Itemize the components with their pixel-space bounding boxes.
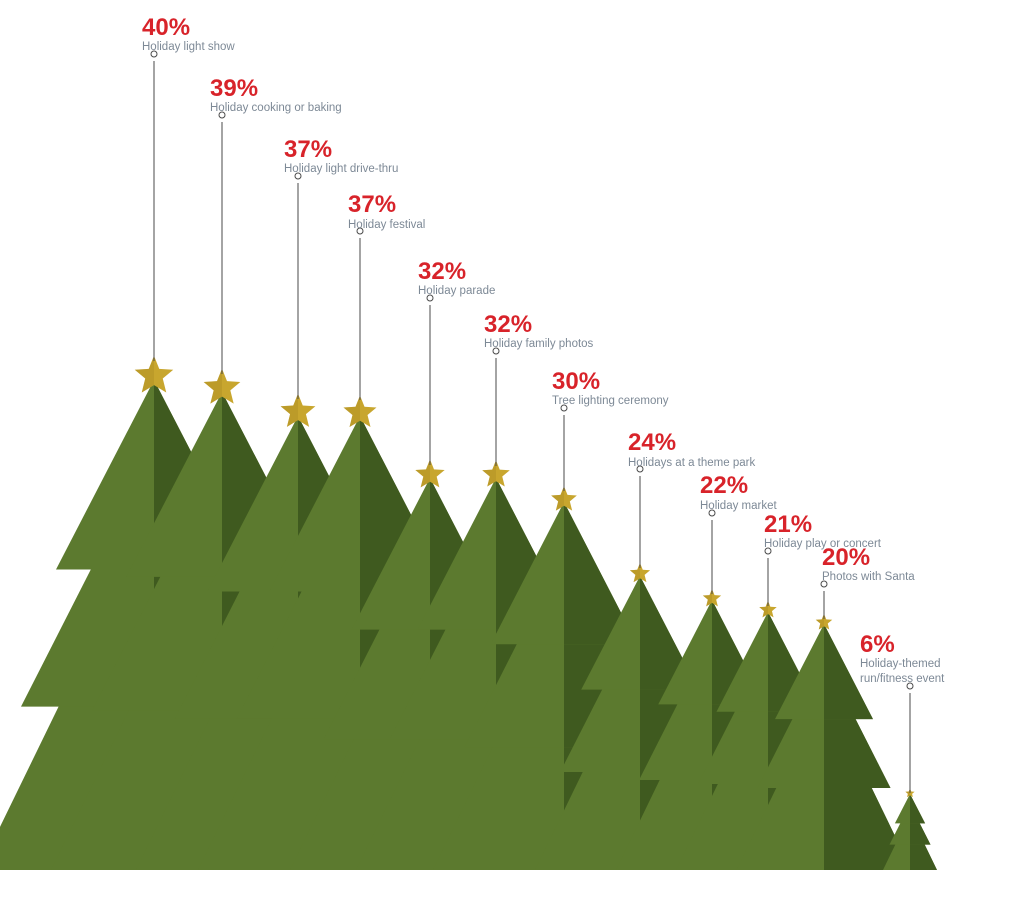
data-label: 22%Holiday market (700, 473, 960, 513)
percent-description: Holidays at a theme park (628, 456, 888, 471)
leader-line (564, 415, 565, 491)
percent-value: 20% (822, 545, 1024, 570)
percent-description: Holiday-themedrun/fitness event (860, 657, 980, 687)
percent-description: Holiday family photos (484, 337, 744, 352)
leader-line (154, 61, 155, 361)
data-label: 20%Photos with Santa (822, 545, 1024, 585)
leader-line (430, 305, 431, 465)
percent-value: 6% (860, 632, 1024, 657)
data-label: 37%Holiday festival (348, 192, 608, 232)
percent-value: 40% (142, 15, 402, 40)
data-label: 39%Holiday cooking or baking (210, 76, 470, 116)
percent-value: 37% (284, 137, 544, 162)
data-label: 32%Holiday family photos (484, 312, 744, 352)
holiday-tree-chart: 40%Holiday light show 39%Holiday cooking… (0, 0, 1024, 910)
leader-line (910, 693, 911, 793)
leader-line (640, 476, 641, 568)
data-label: 6%Holiday-themedrun/fitness event (860, 632, 1024, 687)
leader-line (360, 238, 361, 400)
data-label: 37%Holiday light drive-thru (284, 137, 544, 177)
data-label: 24%Holidays at a theme park (628, 430, 888, 470)
leader-line (496, 358, 497, 466)
leader-line (712, 520, 713, 594)
data-label: 40%Holiday light show (142, 15, 402, 55)
percent-value: 32% (418, 259, 678, 284)
percent-description: Holiday parade (418, 284, 678, 299)
percent-description: Holiday cooking or baking (210, 101, 470, 116)
percent-description: Photos with Santa (822, 570, 1024, 585)
leader-line (768, 558, 769, 606)
percent-value: 39% (210, 76, 470, 101)
percent-description: Holiday festival (348, 218, 608, 233)
percent-value: 22% (700, 473, 960, 498)
percent-value: 37% (348, 192, 608, 217)
percent-description: Holiday light drive-thru (284, 162, 544, 177)
percent-value: 30% (552, 369, 812, 394)
leader-line (222, 122, 223, 374)
leader-line (824, 591, 825, 619)
percent-value: 32% (484, 312, 744, 337)
percent-value: 24% (628, 430, 888, 455)
percent-value: 21% (764, 512, 1024, 537)
percent-description: Tree lighting ceremony (552, 394, 812, 409)
leader-line (298, 183, 299, 399)
tree-icon (883, 794, 937, 875)
percent-description: Holiday light show (142, 40, 402, 55)
data-label: 30%Tree lighting ceremony (552, 369, 812, 409)
data-label: 32%Holiday parade (418, 259, 678, 299)
